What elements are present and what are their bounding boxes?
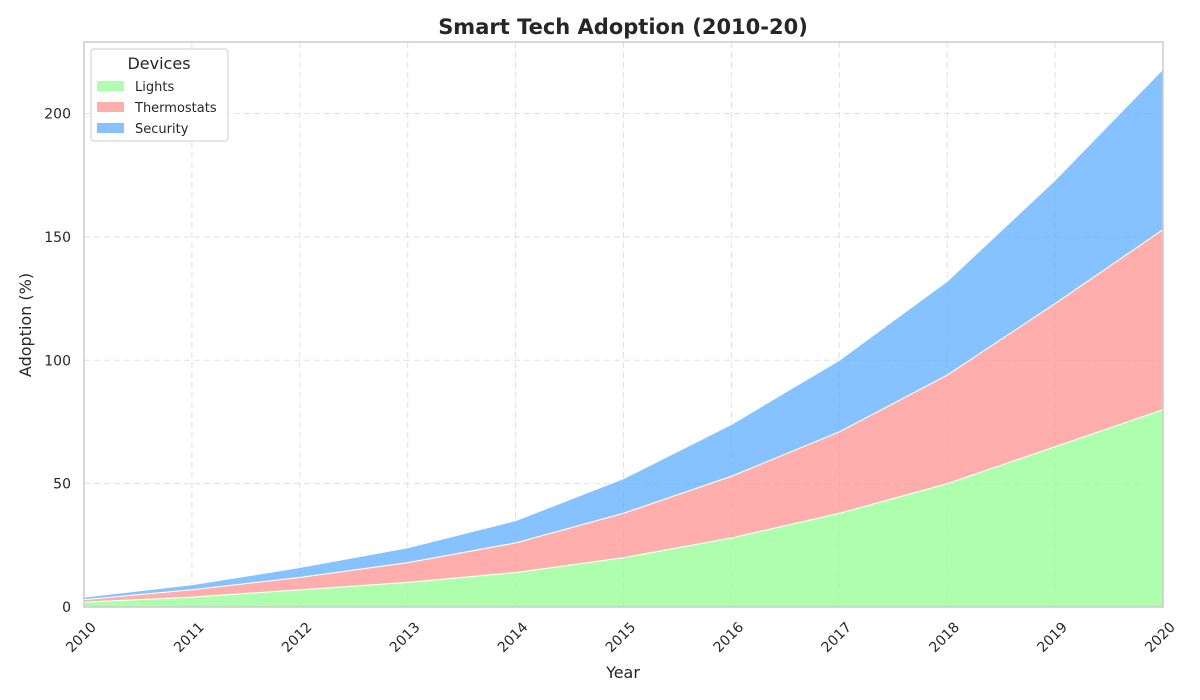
legend-label-thermostats: Thermostats (134, 101, 217, 116)
x-tick-label: 2020 (1142, 619, 1179, 656)
legend-swatch-security (97, 123, 124, 133)
legend-swatch-thermostats (97, 102, 124, 112)
y-tick-label: 150 (44, 230, 71, 246)
x-tick-label: 2019 (1034, 619, 1071, 656)
x-tick-label: 2016 (711, 619, 748, 656)
x-tick-label: 2010 (63, 619, 100, 656)
x-axis-label: Year (605, 663, 640, 682)
y-tick-label: 100 (44, 353, 71, 369)
y-tick-label: 200 (44, 107, 71, 123)
y-axis-label: Adoption (%) (16, 273, 35, 377)
legend: Devices Lights Thermostats Security (90, 48, 229, 142)
x-tick-label: 2012 (279, 619, 316, 656)
legend-title: Devices (127, 54, 190, 73)
x-tick-label: 2015 (603, 619, 640, 656)
legend-label-lights: Lights (135, 80, 174, 95)
x-tick-label: 2017 (819, 619, 856, 656)
x-tick-label: 2011 (171, 619, 208, 656)
y-tick-label: 0 (62, 600, 71, 616)
legend-box (90, 48, 229, 142)
chart-title: Smart Tech Adoption (2010-20) (438, 15, 808, 39)
x-tick-label: 2014 (495, 619, 532, 656)
plot-frame (83, 41, 1164, 608)
legend-label-security: Security (135, 122, 189, 137)
legend-items: Lights Thermostats Security (97, 80, 217, 137)
y-tick-label: 50 (53, 477, 71, 493)
legend-swatch-lights (97, 81, 124, 91)
x-tick-label: 2013 (387, 619, 424, 656)
x-tick-label: 2018 (926, 619, 963, 656)
area-series (83, 67, 1164, 608)
